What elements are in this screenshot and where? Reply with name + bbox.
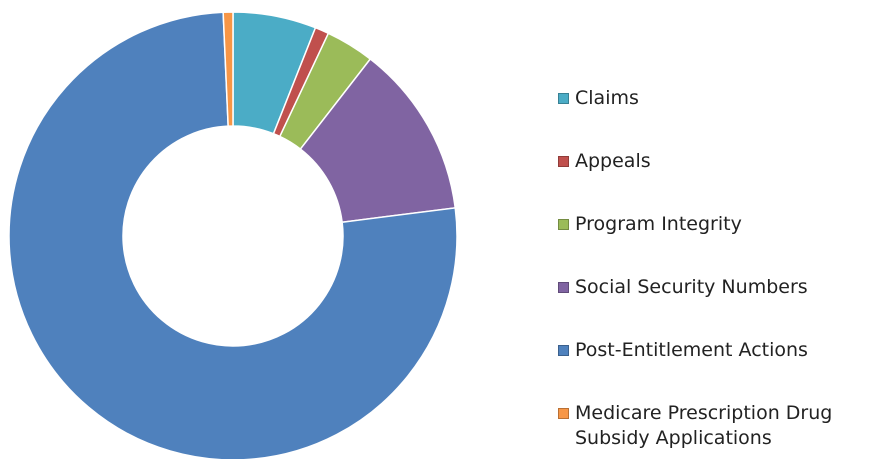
legend-item: Appeals (558, 149, 868, 212)
legend-label: Social Security Numbers (575, 276, 808, 298)
legend-swatch (558, 93, 569, 104)
legend: Claims Appeals Program Integrity Social Sec… (558, 86, 868, 464)
legend-label: Program Integrity (575, 213, 742, 235)
legend-item: Program Integrity (558, 212, 868, 275)
legend-label: Medicare Prescription Drug Subsidy Appli… (575, 402, 833, 449)
legend-label: Claims (575, 87, 639, 109)
donut-slice (222, 11, 234, 127)
legend-item: Social Security Numbers (558, 275, 868, 338)
legend-item: Medicare Prescription Drug Subsidy Appli… (558, 401, 868, 464)
donut-slice (8, 11, 458, 459)
legend-swatch (558, 156, 569, 167)
legend-swatch (558, 282, 569, 293)
legend-swatch (558, 219, 569, 230)
donut-chart (8, 11, 458, 459)
donut-slice (299, 57, 457, 224)
legend-swatch (558, 408, 569, 419)
legend-label: Post-Entitlement Actions (575, 339, 808, 361)
legend-swatch (558, 345, 569, 356)
legend-label: Appeals (575, 150, 651, 172)
legend-item: Post-Entitlement Actions (558, 338, 868, 401)
legend-item: Claims (558, 86, 868, 149)
